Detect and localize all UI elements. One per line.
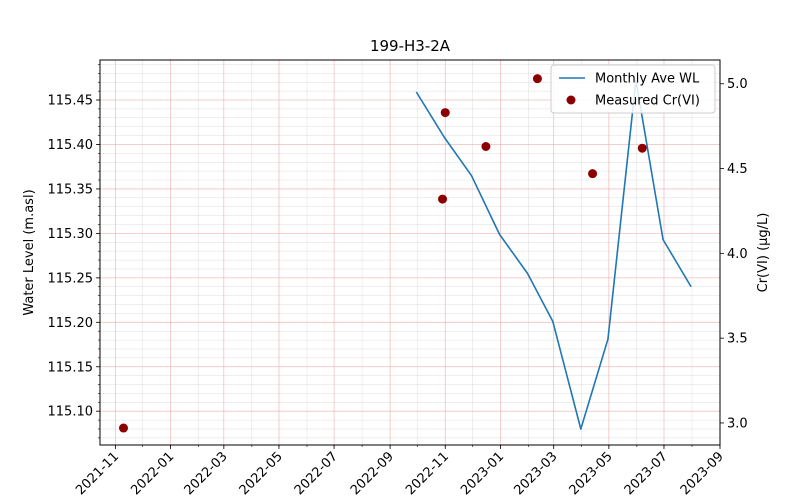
- chart-title: 199-H3-2A: [370, 37, 451, 55]
- y-tick-label-left: 115.45: [48, 94, 94, 109]
- y-tick-label-right: 4.0: [727, 247, 748, 262]
- data-point-cr-vi: [118, 423, 128, 433]
- y-tick-label-left: 115.30: [48, 227, 94, 242]
- series-line-monthly-ave-wl: [415, 79, 692, 430]
- legend: Monthly Ave WL Measured Cr(VI): [550, 64, 716, 114]
- data-point-cr-vi: [637, 143, 647, 153]
- y-tick-label-right: 4.5: [727, 162, 748, 177]
- data-point-cr-vi: [481, 141, 491, 151]
- data-point-cr-vi: [440, 108, 450, 118]
- y-tick-label-left: 115.35: [48, 182, 94, 197]
- legend-label: Measured Cr(VI): [595, 94, 700, 109]
- grid: [100, 60, 721, 445]
- data-point-cr-vi: [532, 74, 542, 84]
- y-tick-label-right: 3.0: [727, 416, 748, 431]
- y-tick-label-left: 115.10: [48, 405, 94, 420]
- y-axis-label-left: Water Level (m.asl): [22, 189, 37, 315]
- y-tick-label-left: 115.40: [48, 138, 94, 153]
- y-tick-label-left: 115.15: [48, 360, 94, 375]
- y-tick-label-right: 5.0: [727, 77, 748, 92]
- y-tick-label-left: 115.25: [48, 271, 94, 286]
- data-point-cr-vi: [438, 194, 448, 204]
- legend-marker-swatch: [566, 95, 576, 105]
- y-axis-label-right: Cr(VI) (µg/L): [756, 213, 771, 293]
- series-layer: [118, 74, 692, 433]
- legend-label: Monthly Ave WL: [595, 72, 700, 87]
- legend-box: [550, 64, 716, 114]
- y-tick-label-right: 3.5: [727, 332, 748, 347]
- data-point-cr-vi: [588, 169, 598, 179]
- y-tick-label-left: 115.20: [48, 316, 94, 331]
- plot-frame: [99, 59, 721, 446]
